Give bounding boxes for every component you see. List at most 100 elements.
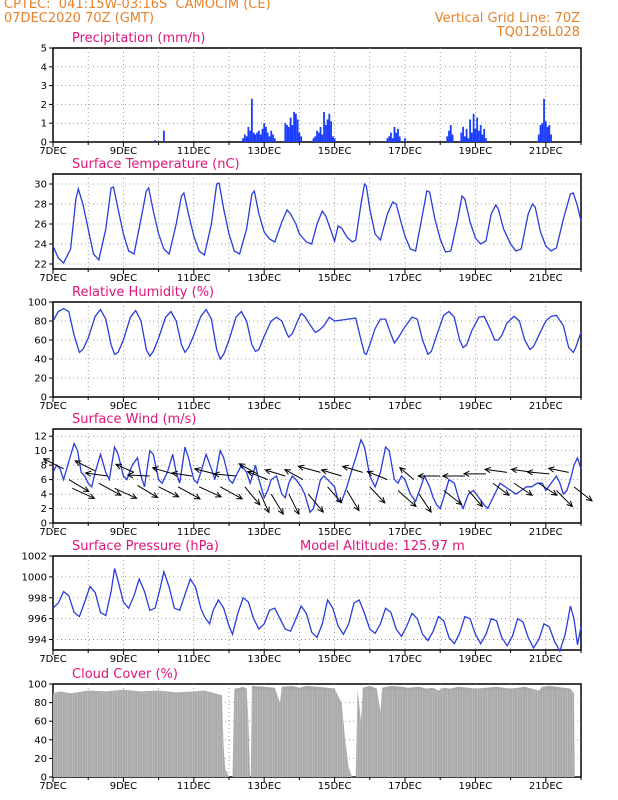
model-code-header: TQ0126L028 bbox=[496, 25, 580, 40]
wind-vector-head bbox=[317, 506, 324, 513]
cloud-ytick-label: 80 bbox=[34, 698, 47, 709]
precip-bar bbox=[476, 117, 479, 142]
pressure-xtick-label: 11DEC bbox=[177, 654, 211, 665]
cloud-xtick-label: 9DEC bbox=[110, 781, 137, 792]
wind-vector-shaft bbox=[85, 472, 108, 477]
precip-bar bbox=[270, 130, 273, 142]
wind-vector-head bbox=[74, 460, 82, 467]
precip-bar bbox=[162, 130, 165, 142]
temperature-xtick-label: 19DEC bbox=[459, 273, 493, 284]
temperature-series-line bbox=[52, 182, 582, 265]
temperature-frame bbox=[52, 173, 582, 270]
precip-bar bbox=[273, 138, 276, 142]
cloud-title: Cloud Cover (%) bbox=[72, 667, 178, 682]
precip-bar bbox=[331, 136, 334, 142]
precip-bar bbox=[485, 138, 487, 142]
wind-vector-shaft bbox=[548, 467, 569, 473]
wind-xtick-label: 21DEC bbox=[529, 527, 563, 538]
wind-vector-head bbox=[264, 468, 272, 475]
precip-bar bbox=[293, 111, 296, 142]
humidity-xtick-label: 7DEC bbox=[39, 401, 66, 412]
wind-vector-head bbox=[455, 498, 463, 506]
wind-vector-head bbox=[277, 508, 284, 516]
wind-vector-head bbox=[510, 467, 518, 474]
wind-vector-shaft bbox=[114, 487, 137, 499]
precip-bar bbox=[481, 134, 484, 142]
wind-vector-shaft bbox=[346, 490, 360, 511]
wind-vector-shaft bbox=[342, 465, 363, 473]
wind-vector-shaft bbox=[265, 469, 286, 477]
precip-bar bbox=[463, 136, 466, 142]
wind-xtick-label: 13DEC bbox=[247, 527, 281, 538]
grid-line-header: Vertical Grid Line: 70Z bbox=[434, 11, 580, 26]
temperature-ytick-label: 22 bbox=[34, 260, 47, 271]
humidity-xtick-label: 19DEC bbox=[459, 401, 493, 412]
precip-bar bbox=[388, 136, 391, 142]
wind-vector-head bbox=[410, 500, 417, 508]
precip-bar bbox=[460, 132, 463, 142]
wind-xtick-label: 11DEC bbox=[177, 527, 211, 538]
run-date-header: 07DEC2020 70Z (GMT) bbox=[4, 11, 155, 26]
cloud-xtick-label: 13DEC bbox=[247, 781, 281, 792]
wind-ytick-label: 0 bbox=[41, 519, 47, 530]
wind-vector-head bbox=[88, 493, 96, 499]
wind-vector-shaft bbox=[573, 486, 593, 502]
precip-ytick-label: 0 bbox=[41, 138, 47, 149]
wind-vector-head bbox=[42, 458, 50, 464]
wind-vector-shaft bbox=[238, 463, 258, 475]
pressure-xtick-label: 7DEC bbox=[39, 654, 66, 665]
wind-vector-head bbox=[550, 489, 558, 496]
precip-xtick-label: 19DEC bbox=[459, 146, 493, 157]
precip-bar bbox=[537, 134, 540, 142]
temperature-xtick-label: 9DEC bbox=[110, 273, 137, 284]
cloud-xtick-label: 19DEC bbox=[459, 781, 493, 792]
wind-vector-head bbox=[441, 472, 449, 480]
wind-vector-head bbox=[476, 500, 484, 508]
pressure-xtick-label: 21DEC bbox=[529, 654, 563, 665]
precip-bar bbox=[470, 132, 473, 142]
wind-vector-shaft bbox=[327, 486, 342, 504]
humidity-ytick-label: 40 bbox=[34, 355, 47, 366]
wind-vector-head bbox=[246, 470, 254, 477]
precip-bar bbox=[314, 136, 317, 142]
wind-vector-shaft bbox=[75, 460, 96, 472]
pressure-xtick-label: 17DEC bbox=[388, 654, 422, 665]
wind-vector-shaft bbox=[194, 468, 216, 475]
precip-bar bbox=[316, 130, 318, 142]
precip-bar bbox=[326, 119, 329, 142]
humidity-xtick-label: 21DEC bbox=[529, 401, 563, 412]
wind-vector-shaft bbox=[98, 482, 121, 496]
cloud-area bbox=[53, 685, 581, 777]
wind-vector-shaft bbox=[171, 472, 193, 477]
precip-bar bbox=[451, 134, 454, 142]
pressure-annotation: Model Altitude: 125.97 m bbox=[300, 539, 465, 554]
precip-xtick-label: 11DEC bbox=[177, 146, 211, 157]
precip-xtick-label: 15DEC bbox=[318, 146, 352, 157]
wind-xtick-label: 7DEC bbox=[39, 527, 66, 538]
wind-vector-head bbox=[193, 467, 201, 474]
precip-bar bbox=[247, 126, 250, 142]
humidity-xtick-label: 17DEC bbox=[388, 401, 422, 412]
wind-ytick-label: 8 bbox=[41, 461, 47, 472]
wind-ytick-label: 6 bbox=[41, 475, 47, 486]
precip-bar bbox=[548, 125, 551, 142]
precip-bar bbox=[465, 128, 468, 142]
wind-vector-head bbox=[526, 469, 534, 476]
wind-vector-shaft bbox=[72, 487, 95, 499]
pressure-xtick-label: 19DEC bbox=[459, 654, 493, 665]
precip-bar bbox=[294, 113, 297, 142]
wind-vector-shaft bbox=[485, 468, 508, 473]
wind-vector-head bbox=[263, 506, 270, 514]
pressure-ytick-label: 1000 bbox=[22, 572, 47, 583]
wind-ytick-label: 2 bbox=[41, 504, 47, 515]
precip-xtick-label: 21DEC bbox=[529, 146, 563, 157]
wind-series-line bbox=[52, 437, 582, 514]
precip-bar bbox=[249, 130, 252, 142]
precip-title: Precipitation (mm/h) bbox=[72, 31, 205, 46]
precip-bar bbox=[254, 134, 257, 142]
precip-bar bbox=[154, 140, 156, 142]
wind-vector-shaft bbox=[556, 490, 573, 507]
precip-bar bbox=[390, 132, 392, 142]
precip-bar bbox=[284, 123, 287, 142]
